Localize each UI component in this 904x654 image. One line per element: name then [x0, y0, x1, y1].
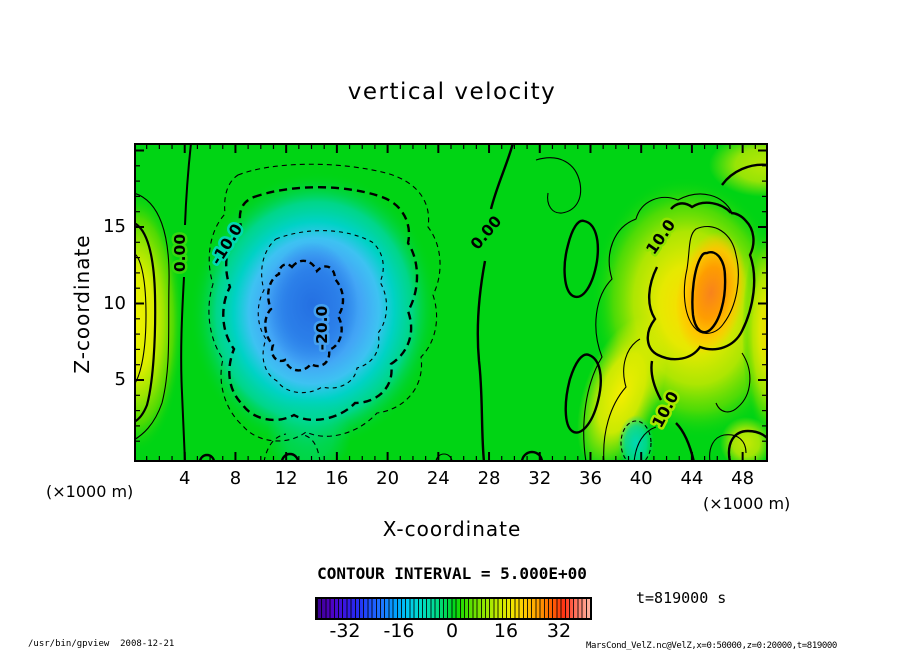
- colorbar-tick-label: 0: [445, 620, 459, 642]
- colorbar-tick-label: -16: [383, 620, 415, 642]
- x-tick-label: 8: [229, 468, 242, 489]
- plot-frame: [134, 143, 768, 462]
- x-tick-label: 32: [528, 468, 552, 489]
- x-tick-label: 12: [274, 468, 298, 489]
- x-axis-unit: (×1000 m): [703, 494, 791, 513]
- x-tick-label: 44: [680, 468, 704, 489]
- z-tick-label: 10: [103, 292, 126, 314]
- footer-program-date: /usr/bin/gpview 2008-12-21: [28, 639, 175, 649]
- x-tick-label: 28: [477, 468, 501, 489]
- x-tick-label: 4: [178, 468, 191, 489]
- negative-dashed-contours: [208, 163, 652, 462]
- z-tick-label: 15: [103, 216, 126, 237]
- colorbar: [315, 597, 592, 620]
- x-tick-label: 16: [325, 468, 349, 489]
- x-tick-label: 40: [629, 468, 653, 489]
- contour-label: -20.0: [313, 305, 331, 350]
- positive-solid-contours: [134, 157, 768, 462]
- x-tick-label: 48: [731, 468, 755, 489]
- time-annotation: t=819000 s: [636, 589, 727, 607]
- colorbar-tick-label: 16: [493, 620, 519, 642]
- x-tick-label: 20: [376, 468, 400, 489]
- x-tick-label: 24: [426, 468, 450, 489]
- colorbar-tick-label: -32: [329, 620, 361, 642]
- plot-title: vertical velocity: [347, 79, 557, 105]
- x-tick-label: 36: [579, 468, 602, 489]
- footer-data-source: MarsCond_VelZ.nc@VelZ,x=0:50000,z=0:2000…: [586, 641, 837, 651]
- z-axis-unit: (×1000 m): [46, 482, 134, 501]
- contour-plot-panel: 0.00 -10.0 -20.0 0.00 10.0 10.0: [134, 143, 768, 462]
- z-tick-label: 5: [114, 369, 126, 390]
- x-axis-label: X-coordinate: [382, 517, 522, 541]
- contour-interval-text: CONTOUR INTERVAL = 5.000E+00: [317, 564, 587, 583]
- zero-contours: [180, 143, 515, 462]
- contour-label: 0.00: [171, 234, 189, 272]
- colorbar-tick-label: 32: [546, 620, 572, 642]
- y-axis-label: Z-coordinate: [70, 234, 94, 374]
